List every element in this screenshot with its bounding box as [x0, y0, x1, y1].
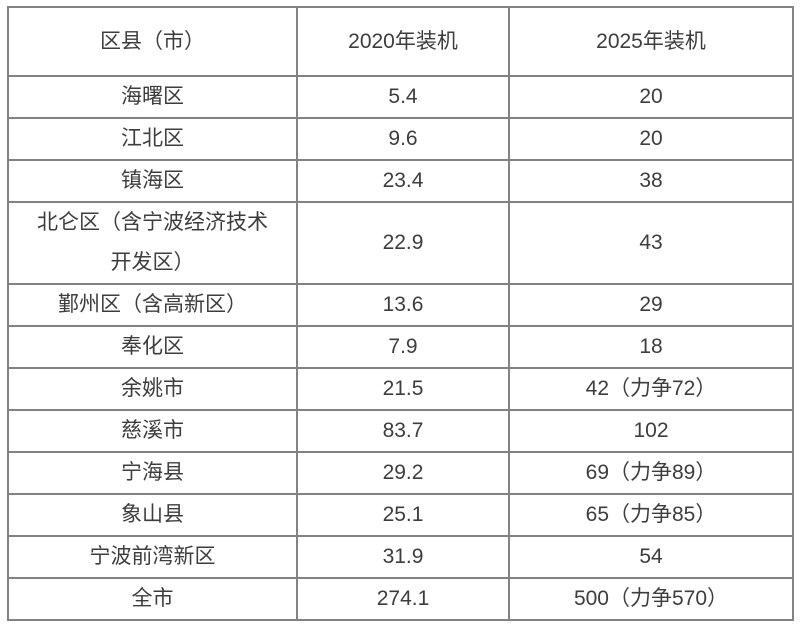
column-header-region: 区县（市） [7, 6, 298, 77]
table-row: 慈溪市 83.7 102 [7, 409, 794, 453]
y2025-cell: 29 [508, 283, 794, 327]
y2020-cell: 21.5 [296, 367, 510, 411]
table-row: 奉化区 7.9 18 [7, 325, 794, 369]
y2020-cell: 5.4 [296, 75, 510, 119]
y2025-cell: 18 [508, 325, 794, 369]
y2020-cell: 22.9 [296, 201, 510, 285]
table-row: 全市 274.1 500（力争570） [7, 577, 794, 621]
region-cell: 余姚市 [7, 367, 298, 411]
y2025-cell: 43 [508, 201, 794, 285]
table-row: 海曙区 5.4 20 [7, 75, 794, 119]
y2025-cell: 42（力争72） [508, 367, 794, 411]
region-cell: 慈溪市 [7, 409, 298, 453]
region-cell: 奉化区 [7, 325, 298, 369]
table-row: 江北区 9.6 20 [7, 117, 794, 161]
capacity-table: 区县（市） 2020年装机 2025年装机 海曙区 5.4 20 江北区 9.6 20 镇海… [7, 6, 794, 621]
table-row: 宁波前湾新区 31.9 54 [7, 535, 794, 579]
y2020-cell: 25.1 [296, 493, 510, 537]
y2025-cell: 102 [508, 409, 794, 453]
y2020-cell: 7.9 [296, 325, 510, 369]
header-row: 区县（市） 2020年装机 2025年装机 [7, 6, 794, 77]
region-cell: 镇海区 [7, 159, 298, 203]
table-header: 区县（市） 2020年装机 2025年装机 [7, 6, 794, 77]
table-body: 海曙区 5.4 20 江北区 9.6 20 镇海区 23.4 38 北仑区（含宁波经济技术开发区）… [7, 75, 794, 621]
y2025-cell: 500（力争570） [508, 577, 794, 621]
table-row: 镇海区 23.4 38 [7, 159, 794, 203]
y2020-cell: 274.1 [296, 577, 510, 621]
region-cell: 象山县 [7, 493, 298, 537]
region-cell: 宁波前湾新区 [7, 535, 298, 579]
region-cell: 鄞州区（含高新区） [7, 283, 298, 327]
region-cell: 宁海县 [7, 451, 298, 495]
y2020-cell: 31.9 [296, 535, 510, 579]
region-cell: 北仑区（含宁波经济技术开发区） [7, 201, 298, 285]
table-row: 余姚市 21.5 42（力争72） [7, 367, 794, 411]
region-cell: 海曙区 [7, 75, 298, 119]
y2020-cell: 23.4 [296, 159, 510, 203]
table-row: 象山县 25.1 65（力争85） [7, 493, 794, 537]
y2025-cell: 38 [508, 159, 794, 203]
y2025-cell: 54 [508, 535, 794, 579]
table-row: 北仑区（含宁波经济技术开发区） 22.9 43 [7, 201, 794, 285]
y2020-cell: 9.6 [296, 117, 510, 161]
y2020-cell: 83.7 [296, 409, 510, 453]
y2025-cell: 65（力争85） [508, 493, 794, 537]
y2020-cell: 13.6 [296, 283, 510, 327]
y2020-cell: 29.2 [296, 451, 510, 495]
region-cell: 全市 [7, 577, 298, 621]
y2025-cell: 20 [508, 117, 794, 161]
table-row: 宁海县 29.2 69（力争89） [7, 451, 794, 495]
table-row: 鄞州区（含高新区） 13.6 29 [7, 283, 794, 327]
region-cell: 江北区 [7, 117, 298, 161]
y2025-cell: 69（力争89） [508, 451, 794, 495]
column-header-2025: 2025年装机 [508, 6, 794, 77]
column-header-2020: 2020年装机 [296, 6, 510, 77]
y2025-cell: 20 [508, 75, 794, 119]
